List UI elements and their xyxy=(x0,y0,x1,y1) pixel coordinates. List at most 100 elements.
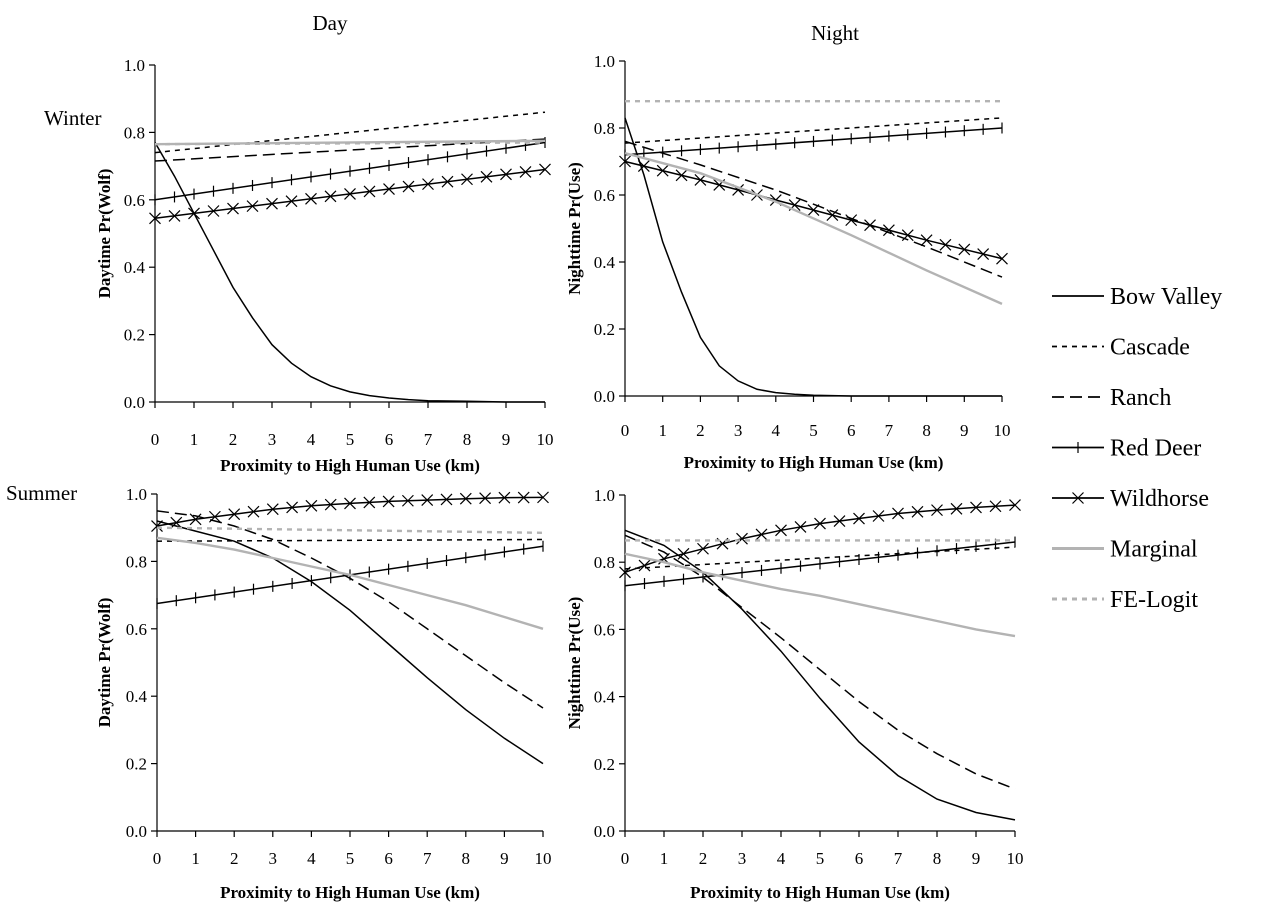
series-point-wildhorse xyxy=(892,507,904,520)
x-tick-label: 4 xyxy=(777,849,786,868)
series-point-wildhorse xyxy=(305,192,317,205)
x-tick-label: 10 xyxy=(1007,849,1024,868)
y-tick-label: 0.0 xyxy=(124,393,145,412)
x-tick-label: 9 xyxy=(972,849,981,868)
series-point-wildhorse xyxy=(537,491,549,504)
series-line-marginal xyxy=(154,139,546,146)
series-point-wildhorse xyxy=(266,197,278,210)
y-tick-label: 1.0 xyxy=(126,485,147,504)
legend-item-bow-valley: Bow Valley xyxy=(1052,284,1222,310)
x-tick-label: 7 xyxy=(424,430,433,449)
series-point-wildhorse xyxy=(656,164,669,177)
y-tick-label: 0.0 xyxy=(126,822,147,841)
x-axis-title: Proximity to High Human Use (km) xyxy=(220,883,480,902)
series-point-wildhorse xyxy=(619,566,631,579)
series-point-wildhorse xyxy=(498,491,511,504)
series-point-wildhorse xyxy=(826,209,839,222)
series-point-wildhorse xyxy=(675,169,688,182)
x-tick-label: 4 xyxy=(307,849,316,868)
x-tick-label: 3 xyxy=(738,849,747,868)
series-point-wildhorse xyxy=(305,499,318,512)
x-tick-label: 1 xyxy=(191,849,200,868)
panel-winter-day: 0.0 0.2 0.4 0.6 0.8 1.0 0 1 2 3 4 5 6 7 8 9 10 Proximity … xyxy=(95,56,554,475)
x-tick-label: 0 xyxy=(621,421,630,440)
y-axis-title: Nighttime Pr(Use) xyxy=(565,162,584,295)
y-tick-label: 0.4 xyxy=(594,253,616,272)
series-point-wildhorse xyxy=(977,248,990,260)
y-axis-title: Nighttime Pr(Use) xyxy=(565,597,584,730)
x-tick-label: 8 xyxy=(462,849,471,868)
series-point-wildhorse xyxy=(519,165,532,178)
legend-label: Cascade xyxy=(1110,335,1190,361)
series-line-marginal xyxy=(624,552,1016,638)
x-tick-label: 0 xyxy=(621,849,630,868)
x-tick-label: 9 xyxy=(502,430,511,449)
x-tick-label: 10 xyxy=(537,430,554,449)
series-point-wildhorse xyxy=(853,512,865,525)
y-tick-label: 0.2 xyxy=(124,326,145,345)
legend-label: Wildhorse xyxy=(1110,486,1209,512)
series-point-wildhorse xyxy=(363,496,376,509)
series-point-wildhorse xyxy=(149,212,161,225)
legend-marker xyxy=(1072,492,1084,504)
series-point-wildhorse xyxy=(697,542,709,555)
series-point-wildhorse xyxy=(1009,499,1021,512)
legend-item-ranch: Ranch xyxy=(1052,385,1171,411)
series-point-wildhorse xyxy=(939,238,952,251)
x-tick-label: 4 xyxy=(307,430,316,449)
x-tick-label: 7 xyxy=(885,421,894,440)
y-tick-label: 0.4 xyxy=(594,688,616,707)
series-point-wildhorse xyxy=(421,494,434,506)
series-point-wildhorse xyxy=(207,205,220,217)
x-tick-label: 9 xyxy=(960,421,969,440)
y-tick-label: 0.8 xyxy=(594,119,615,138)
y-tick-label: 0.6 xyxy=(124,191,145,210)
series-line-ranch xyxy=(154,138,546,162)
series-point-wildhorse xyxy=(170,516,183,529)
series-point-wildhorse xyxy=(188,207,200,220)
series-point-wildhorse xyxy=(382,495,395,508)
y-axis-title: Daytime Pr(Wolf) xyxy=(95,598,114,728)
x-tick-label: 2 xyxy=(229,430,238,449)
series-point-wildhorse xyxy=(989,500,1002,513)
x-tick-label: 10 xyxy=(994,421,1011,440)
x-tick-label: 6 xyxy=(855,849,864,868)
series-point-wildhorse xyxy=(970,501,982,514)
series-point-wildhorse xyxy=(480,170,493,183)
series-point-wildhorse xyxy=(920,234,933,247)
x-tick-label: 2 xyxy=(696,421,705,440)
series-point-wildhorse xyxy=(383,183,395,195)
legend-item-cascade: Cascade xyxy=(1052,335,1190,361)
y-tick-label: 0.8 xyxy=(124,123,145,142)
x-tick-label: 1 xyxy=(658,421,667,440)
series-line-bow-valley xyxy=(624,529,1016,821)
x-tick-label: 9 xyxy=(500,849,509,868)
series-line-ranch xyxy=(624,140,1003,278)
series-point-wildhorse xyxy=(794,520,807,533)
column-header-day: Day xyxy=(313,11,348,35)
series-point-wildhorse xyxy=(950,502,963,515)
series-line-marginal xyxy=(156,536,544,630)
y-tick-label: 0.8 xyxy=(126,552,147,571)
y-tick-label: 0.2 xyxy=(594,320,615,339)
y-tick-label: 1.0 xyxy=(124,56,145,75)
x-tick-label: 3 xyxy=(268,430,277,449)
legend-label: Bow Valley xyxy=(1110,284,1222,310)
series-point-wildhorse xyxy=(344,497,356,510)
series-line-cascade xyxy=(624,117,1003,144)
y-tick-label: 0.6 xyxy=(594,186,615,205)
series-point-wildhorse xyxy=(864,219,876,232)
series-point-wildhorse xyxy=(619,155,631,168)
legend-label: FE-Logit xyxy=(1110,587,1198,613)
x-tick-label: 3 xyxy=(269,849,278,868)
series-line-bow-valley xyxy=(624,117,1002,397)
x-tick-label: 2 xyxy=(699,849,708,868)
series-point-wildhorse xyxy=(872,510,885,522)
x-tick-label: 8 xyxy=(922,421,931,440)
legend-item-marginal: Marginal xyxy=(1052,537,1198,563)
series-point-wildhorse xyxy=(931,504,943,517)
series-line-bow-valley xyxy=(156,520,544,765)
series-point-wildhorse xyxy=(736,532,748,545)
series-point-wildhorse xyxy=(500,168,512,181)
row-header-summer: Summer xyxy=(6,481,77,505)
